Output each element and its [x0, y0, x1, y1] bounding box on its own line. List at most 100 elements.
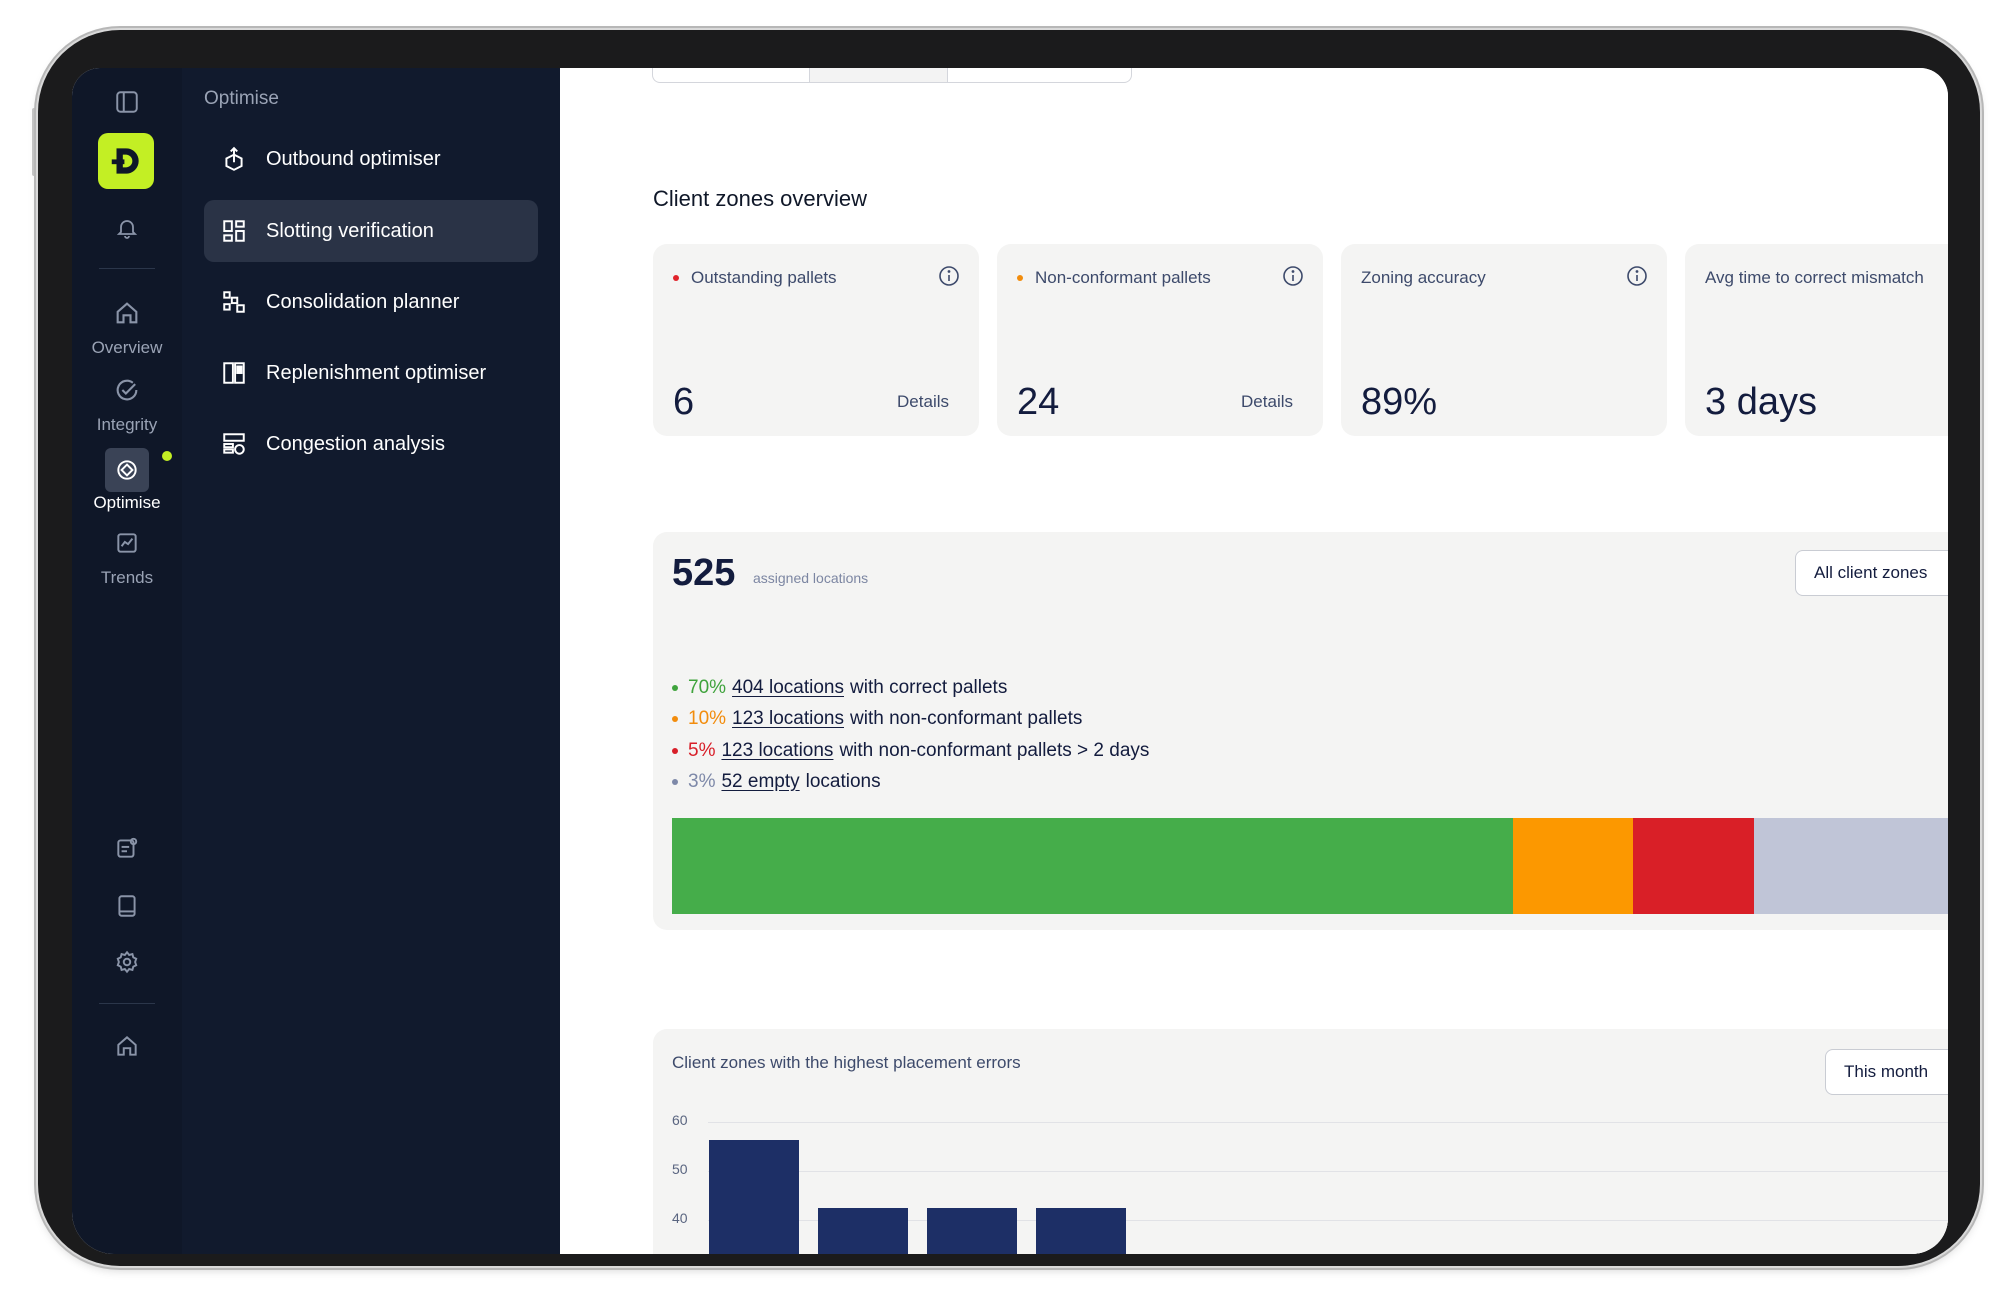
kpi-outstanding-pallets: Outstanding pallets 6 Details: [653, 244, 979, 436]
status-dot: [1017, 275, 1023, 281]
kpi-zoning-accuracy: Zoning accuracy 89%: [1341, 244, 1667, 436]
optimise-icon[interactable]: [105, 448, 149, 492]
bell-icon[interactable]: [107, 208, 147, 248]
menu-item-outbound-optimiser[interactable]: Outbound optimiser: [204, 128, 538, 190]
menu-item-label: Replenishment optimiser: [266, 361, 487, 384]
menu-item-label: Slotting verification: [266, 219, 434, 242]
book-icon[interactable]: [107, 886, 147, 926]
kpi-label-text: Zoning accuracy: [1361, 268, 1486, 287]
bar-0[interactable]: [709, 1139, 799, 1254]
stacked-distribution-bar: [672, 818, 1948, 914]
tasks-icon[interactable]: [107, 828, 147, 868]
legend-text: with non-conformant pallets > 2 days: [839, 740, 1150, 761]
kpi-non-conformant-pallets: Non-conformant pallets 24 Details: [997, 244, 1323, 436]
legend-text: with non-conformant pallets: [850, 708, 1083, 729]
placement-errors-card: Client zones with the highest placement …: [653, 1029, 1948, 1254]
stack-segment-1: [1513, 818, 1634, 914]
columns-icon: [220, 359, 248, 387]
stack-segment-3: [1753, 818, 1948, 914]
kpi-label-text: Avg time to correct mismatch: [1705, 268, 1924, 287]
period-filter[interactable]: This month: [1825, 1049, 1948, 1095]
kpi-label: Zoning accuracy: [1361, 268, 1486, 288]
locations-link[interactable]: 52 empty: [721, 771, 800, 792]
info-icon[interactable]: [937, 264, 961, 288]
legend-dot: [672, 716, 678, 722]
tab-separator: [809, 68, 810, 82]
bar-2[interactable]: [927, 1208, 1017, 1254]
bar-3[interactable]: [1036, 1208, 1126, 1254]
gear-icon[interactable]: [107, 942, 147, 982]
client-zone-filter-value: All client zones: [1814, 563, 1928, 582]
menu-item-label: Outbound optimiser: [266, 147, 441, 170]
consolidate-icon: [220, 288, 248, 316]
locations-link[interactable]: 404 locations: [732, 677, 844, 698]
box-arrow-icon: [220, 145, 248, 173]
tab-active-remnant[interactable]: [809, 68, 947, 82]
legend-pct: 5%: [688, 740, 716, 761]
device-top-button: [175, 26, 245, 30]
y-tick-label: 40: [672, 1210, 688, 1226]
kpi-label: Outstanding pallets: [673, 268, 837, 288]
optimise-status-dot: [162, 451, 172, 461]
legend-row-empty: 3% 52 empty locations: [672, 771, 881, 793]
trend-chart-icon[interactable]: [107, 523, 147, 563]
locations-link[interactable]: 123 locations: [732, 708, 844, 729]
y-tick-label: 60: [672, 1112, 688, 1128]
menu-item-label: Consolidation planner: [266, 290, 460, 313]
menu-item-consolidation-planner[interactable]: Consolidation planner: [204, 271, 538, 333]
optimise-panel: Optimise Outbound optimiser Slotting ver…: [182, 68, 560, 1254]
rail-item-trends[interactable]: Trends: [100, 568, 154, 587]
grid-icon: [220, 217, 248, 245]
kpi-avg-time-to-correct: Avg time to correct mismatch 3 days: [1685, 244, 1948, 436]
info-icon[interactable]: [1625, 264, 1649, 288]
gridline: [708, 1220, 1948, 1221]
device-top-button: [258, 26, 328, 30]
period-filter-value: This month: [1844, 1062, 1929, 1081]
legend-text: with correct pallets: [850, 677, 1008, 698]
details-link[interactable]: Details: [897, 392, 949, 411]
app-screen: Overview Integrity Optimise Trends Optim…: [72, 68, 1948, 1254]
bar-1[interactable]: [818, 1208, 908, 1254]
app-logo[interactable]: [98, 133, 154, 189]
status-dot: [673, 275, 679, 281]
rail-item-integrity[interactable]: Integrity: [96, 415, 158, 434]
tab-separator: [947, 68, 948, 82]
gridline: [708, 1122, 1948, 1123]
rail-item-optimise[interactable]: Optimise: [93, 493, 161, 512]
check-circle-icon[interactable]: [107, 370, 147, 410]
home-icon[interactable]: [107, 293, 147, 333]
assigned-count: 525: [672, 552, 736, 594]
view-tabs[interactable]: [652, 68, 1132, 83]
menu-item-slotting-verification[interactable]: Slotting verification: [204, 200, 538, 262]
info-icon[interactable]: [1281, 264, 1305, 288]
sidebar-rail: Overview Integrity Optimise Trends: [72, 68, 183, 1254]
gridline: [708, 1171, 1948, 1172]
legend-pct: 3%: [688, 771, 716, 792]
menu-item-replenishment-optimiser[interactable]: Replenishment optimiser: [204, 342, 538, 404]
locations-link[interactable]: 123 locations: [721, 740, 834, 761]
legend-pct: 70%: [688, 677, 727, 698]
rail-item-overview[interactable]: Overview: [91, 338, 163, 357]
legend-dot: [672, 685, 678, 691]
device-side-button: [32, 108, 36, 176]
legend-row-correct: 70% 404 locations with correct pallets: [672, 677, 1007, 699]
kpi-value: 3 days: [1705, 381, 1817, 423]
client-zone-filter[interactable]: All client zones: [1795, 550, 1948, 596]
chart-title: Client zones with the highest placement …: [672, 1053, 1021, 1072]
kpi-label: Avg time to correct mismatch: [1705, 268, 1924, 288]
stack-segment-0: [672, 818, 1514, 914]
assigned-locations-card: 525 assigned locations All client zones …: [653, 532, 1948, 930]
stack-segment-2: [1633, 818, 1754, 914]
menu-item-congestion-analysis[interactable]: Congestion analysis: [204, 413, 538, 475]
section-title: Client zones overview: [653, 186, 867, 211]
legend-text: locations: [805, 771, 881, 792]
kpi-label: Non-conformant pallets: [1017, 268, 1211, 288]
rail-divider: [99, 268, 155, 269]
legend-row-non-conformant-overdue: 5% 123 locations with non-conformant pal…: [672, 740, 1149, 762]
kpi-value: 24: [1017, 381, 1060, 423]
details-link[interactable]: Details: [1241, 392, 1293, 411]
kpi-value: 6: [673, 381, 695, 423]
home-icon[interactable]: [107, 1026, 147, 1066]
kpi-value: 89%: [1361, 381, 1438, 423]
sidebar-toggle-icon[interactable]: [107, 82, 147, 122]
